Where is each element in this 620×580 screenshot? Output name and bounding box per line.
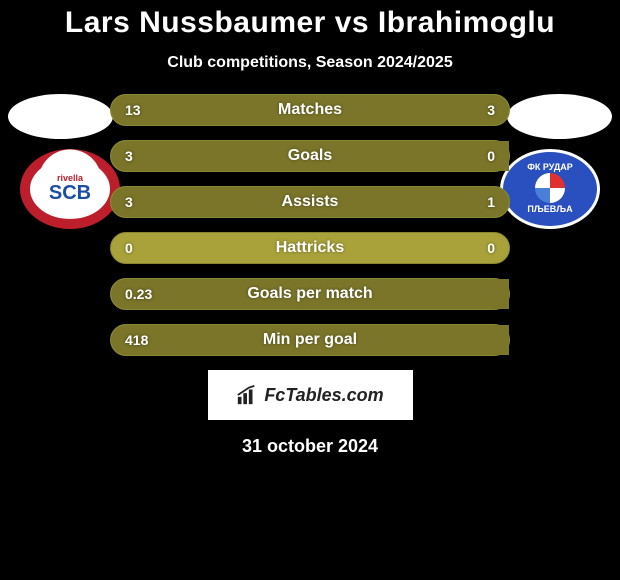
fctables-badge[interactable]: FcTables.com <box>208 370 413 420</box>
stat-bar-right <box>433 95 509 125</box>
stat-value-left: 3 <box>125 194 133 210</box>
stat-value-left: 0 <box>125 240 133 256</box>
club-logo-left: rivella SCB <box>20 149 120 229</box>
comparison-card: Lars Nussbaumer vs Ibrahimoglu Club comp… <box>0 0 620 580</box>
stat-row: 13 Matches 3 <box>110 94 510 126</box>
club-left-mid-text: SCB <box>49 183 91 204</box>
stat-label: Goals <box>288 147 332 165</box>
club-right-bottom-text: ПЉЕВЉА <box>527 205 572 215</box>
stat-label: Goals per match <box>247 285 372 303</box>
stat-row: 3 Assists 1 <box>110 186 510 218</box>
stat-row: 0.23 Goals per match <box>110 278 510 310</box>
chart-bars-icon <box>236 384 258 406</box>
stat-row: 3 Goals 0 <box>110 140 510 172</box>
stats-list: 13 Matches 3 3 Goals 0 3 Assists 1 0 Hattricks 0 0.2… <box>110 94 510 370</box>
stat-label: Assists <box>282 193 339 211</box>
page-title: Lars Nussbaumer vs Ibrahimoglu <box>0 6 620 40</box>
stat-value-left: 13 <box>125 102 141 118</box>
stat-label: Min per goal <box>263 331 357 349</box>
stat-value-left: 0.23 <box>125 286 152 302</box>
stat-value-left: 418 <box>125 332 148 348</box>
stat-value-right: 3 <box>487 102 495 118</box>
stat-label: Hattricks <box>276 239 344 257</box>
fctables-label: FcTables.com <box>264 385 383 406</box>
club-logo-right: ФК РУДАР ПЉЕВЉА <box>500 149 600 229</box>
spiral-icon <box>535 173 565 203</box>
stat-row: 418 Min per goal <box>110 324 510 356</box>
stat-value-right: 1 <box>487 194 495 210</box>
date-line: 31 october 2024 <box>0 436 620 457</box>
stat-bar-left <box>111 187 410 217</box>
stat-value-left: 3 <box>125 148 133 164</box>
player-left-silhouette <box>8 94 113 139</box>
stat-value-right: 0 <box>487 148 495 164</box>
club-right-top-text: ФК РУДАР <box>527 163 573 173</box>
stat-label: Matches <box>278 101 342 119</box>
stat-value-right: 0 <box>487 240 495 256</box>
stat-bar-left <box>111 95 433 125</box>
main-area: rivella SCB ФК РУДАР ПЉЕВЉА 13Matches33G… <box>0 94 620 364</box>
club-logo-left-inner: rivella SCB <box>30 159 110 219</box>
subtitle: Club competitions, Season 2024/2025 <box>0 54 620 72</box>
player-right-silhouette <box>507 94 612 139</box>
stat-row: 0 Hattricks 0 <box>110 232 510 264</box>
